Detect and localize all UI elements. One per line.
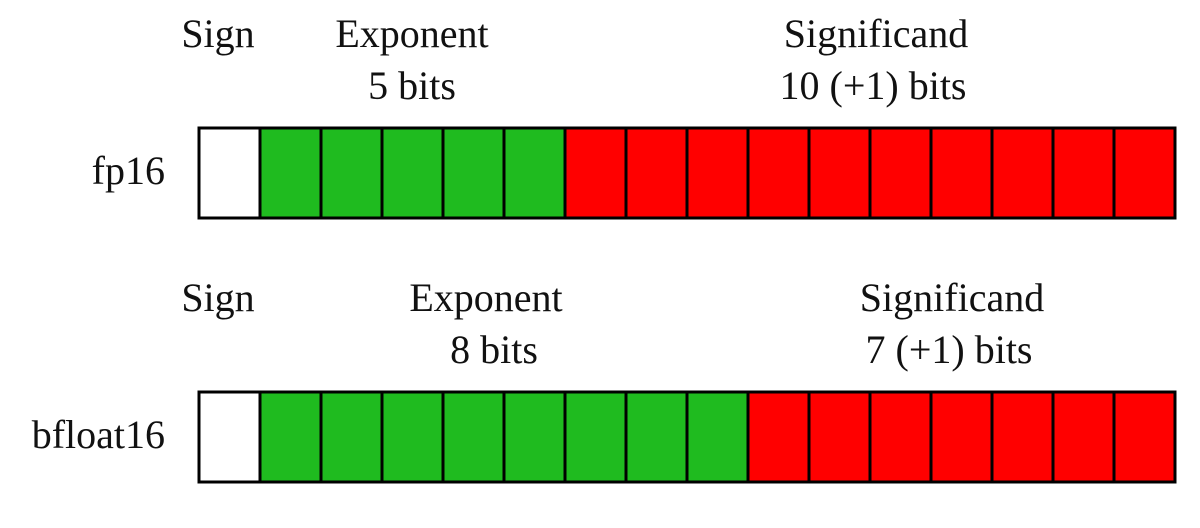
bit-cell <box>563 390 628 484</box>
bit-cells <box>197 126 1177 484</box>
bit-cell <box>258 126 323 220</box>
bit-cell <box>197 390 262 484</box>
sign-label: Sign <box>181 275 254 320</box>
bit-cell <box>624 390 689 484</box>
bit-cell <box>990 126 1055 220</box>
bit-cell <box>502 390 567 484</box>
significand-title: Significand <box>860 275 1044 320</box>
bit-cell <box>441 126 506 220</box>
format-label: fp16 <box>92 148 165 193</box>
bit-cell <box>685 126 750 220</box>
bit-cell <box>319 126 384 220</box>
bit-cell <box>868 390 933 484</box>
bit-cell <box>868 126 933 220</box>
exponent-title: Exponent <box>409 275 562 320</box>
bit-cell <box>1112 390 1177 484</box>
bit-cell <box>563 126 628 220</box>
bit-cell <box>929 126 994 220</box>
significand-bits: 10 (+1) bits <box>780 63 967 108</box>
bit-cell <box>197 126 262 220</box>
bit-cell <box>380 126 445 220</box>
bit-cell <box>1051 390 1116 484</box>
bit-cell <box>746 390 811 484</box>
bit-cell <box>807 126 872 220</box>
bit-cell <box>1051 126 1116 220</box>
bit-cell <box>685 390 750 484</box>
sign-label: Sign <box>181 11 254 56</box>
significand-bits: 7 (+1) bits <box>866 327 1033 372</box>
bit-cell <box>929 390 994 484</box>
exponent-title: Exponent <box>335 11 488 56</box>
bit-cell <box>502 126 567 220</box>
bit-cell <box>1112 126 1177 220</box>
format-label: bfloat16 <box>32 412 165 457</box>
bit-cell <box>380 390 445 484</box>
significand-title: Significand <box>784 11 968 56</box>
bit-cell <box>624 126 689 220</box>
bit-cell <box>319 390 384 484</box>
exponent-bits: 8 bits <box>450 327 538 372</box>
bit-cell <box>258 390 323 484</box>
exponent-bits: 5 bits <box>368 63 456 108</box>
bit-cell <box>746 126 811 220</box>
bit-cell <box>990 390 1055 484</box>
bit-cell <box>807 390 872 484</box>
bit-cell <box>441 390 506 484</box>
